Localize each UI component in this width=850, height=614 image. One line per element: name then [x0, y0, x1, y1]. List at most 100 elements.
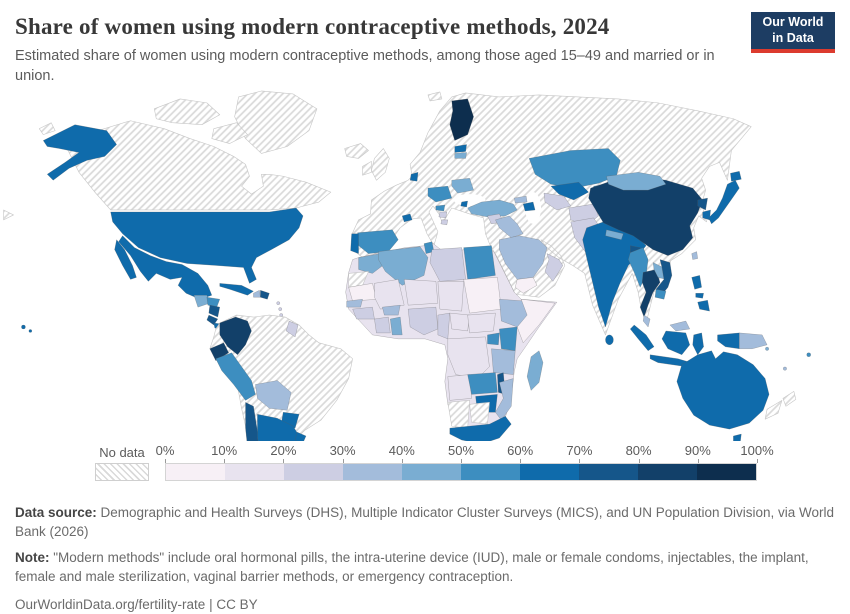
region-new-zealand-north[interactable] — [782, 390, 797, 407]
legend-no-data-swatch[interactable] — [95, 462, 149, 481]
region-zambia[interactable] — [467, 371, 498, 395]
region-turkey[interactable] — [467, 199, 518, 217]
region-laos[interactable] — [652, 261, 667, 280]
region-switzerland[interactable] — [401, 213, 413, 222]
region-malaysia-borneo[interactable] — [669, 320, 690, 331]
region-luzon[interactable] — [691, 274, 702, 290]
region-central-african-republic[interactable] — [449, 312, 470, 331]
region-mongolia[interactable] — [606, 171, 667, 190]
region-chukotka-fragment[interactable] — [38, 121, 56, 135]
region-mexico[interactable] — [118, 235, 213, 300]
region-kalimantan[interactable] — [661, 330, 690, 355]
region-libya[interactable] — [429, 246, 466, 282]
region-guyana[interactable] — [285, 320, 299, 337]
region-lesser-antilles-2[interactable] — [278, 306, 283, 311]
legend-segment-20-30%[interactable] — [284, 463, 343, 480]
region-ecuador[interactable] — [209, 342, 229, 361]
region-poland[interactable] — [427, 185, 453, 202]
region-baja-california[interactable] — [114, 239, 137, 280]
region-madagascar[interactable] — [526, 350, 544, 391]
region-solomon-islands[interactable] — [765, 346, 770, 351]
region-sulawesi[interactable] — [692, 332, 704, 355]
region-serbia[interactable] — [438, 211, 448, 218]
region-chad[interactable] — [437, 280, 464, 311]
region-portugal[interactable] — [350, 233, 359, 254]
legend-segment-80-90%[interactable] — [638, 463, 697, 480]
region-azerbaijan[interactable] — [522, 201, 536, 211]
region-haiti[interactable] — [253, 289, 261, 298]
region-north-korea[interactable] — [697, 197, 708, 210]
region-canada-arctic-1[interactable] — [154, 98, 221, 125]
region-egypt[interactable] — [463, 244, 496, 280]
region-iraq[interactable] — [495, 215, 524, 238]
region-cameroon[interactable] — [437, 312, 451, 339]
region-somalia[interactable] — [516, 298, 556, 343]
region-south-africa[interactable] — [449, 415, 512, 441]
region-albania[interactable] — [440, 219, 449, 225]
region-vanuatu[interactable] — [782, 366, 787, 371]
region-kenya[interactable] — [499, 326, 518, 351]
region-sri-lanka[interactable] — [605, 334, 614, 345]
legend-segment-40-50%[interactable] — [402, 463, 461, 480]
region-estonia[interactable] — [454, 143, 467, 153]
region-united-states[interactable] — [110, 207, 304, 284]
region-mindanao[interactable] — [697, 299, 710, 311]
region-uzbekistan[interactable] — [550, 181, 589, 200]
region-finland[interactable] — [449, 98, 474, 141]
region-cuba[interactable] — [219, 282, 254, 296]
region-map-edge-wrap[interactable] — [3, 209, 14, 220]
region-taiwan[interactable] — [691, 250, 698, 260]
region-costa-rica[interactable] — [206, 314, 219, 325]
region-nepal[interactable] — [605, 229, 624, 240]
region-argentina[interactable] — [257, 413, 300, 441]
region-papua-new-guinea[interactable] — [739, 332, 768, 349]
region-colombia[interactable] — [219, 316, 252, 355]
region-dominican-republic[interactable] — [260, 289, 270, 300]
region-niger[interactable] — [403, 278, 439, 305]
region-oman[interactable] — [544, 252, 564, 282]
legend-segment-0-10%[interactable] — [166, 463, 225, 480]
region-united-kingdom[interactable] — [371, 147, 390, 181]
legend-segment-10-20%[interactable] — [225, 463, 284, 480]
region-hawaii-2[interactable] — [28, 328, 33, 333]
region-hawaii-1[interactable] — [21, 324, 26, 329]
region-iceland[interactable] — [344, 142, 369, 159]
region-hokkaido[interactable] — [730, 170, 742, 182]
region-tanzania[interactable] — [491, 348, 516, 375]
region-alaska[interactable] — [43, 124, 117, 181]
region-hungary[interactable] — [435, 204, 446, 211]
region-greenland[interactable] — [234, 90, 318, 154]
region-west-papua[interactable] — [717, 332, 740, 349]
region-angola[interactable] — [447, 373, 472, 401]
region-fiji[interactable] — [806, 352, 811, 357]
region-sudan[interactable] — [463, 276, 502, 313]
owid-logo[interactable]: Our World in Data — [751, 12, 835, 54]
legend-no-data[interactable]: No data — [95, 445, 149, 481]
legend-segment-90-100%[interactable] — [697, 463, 756, 480]
region-namibia[interactable] — [447, 399, 470, 428]
region-botswana[interactable] — [469, 401, 490, 425]
region-visayas[interactable] — [695, 292, 704, 299]
region-turkmenistan[interactable] — [543, 192, 572, 210]
region-guinea[interactable] — [352, 306, 375, 319]
region-ireland[interactable] — [362, 160, 372, 176]
legend-segment-60-70%[interactable] — [520, 463, 579, 480]
region-new-zealand-south[interactable] — [764, 399, 783, 420]
region-japan[interactable] — [708, 179, 740, 224]
region-burkina-faso[interactable] — [382, 304, 401, 315]
region-canada[interactable] — [66, 119, 332, 210]
region-sumatra[interactable] — [630, 324, 655, 351]
region-malaysia-peninsula[interactable] — [642, 314, 651, 327]
region-ghana[interactable] — [390, 316, 403, 335]
region-china[interactable] — [588, 175, 703, 256]
region-nicaragua[interactable] — [208, 304, 220, 317]
region-svalbard[interactable] — [427, 91, 443, 101]
region-yemen[interactable] — [514, 276, 538, 294]
region-south-sudan[interactable] — [467, 312, 496, 333]
region-saudi-arabia[interactable] — [499, 235, 548, 280]
region-cambodia[interactable] — [654, 288, 667, 300]
legend-segment-70-80%[interactable] — [579, 463, 638, 480]
region-canada-arctic-2[interactable] — [211, 121, 248, 144]
region-uruguay[interactable] — [294, 431, 307, 441]
region-latvia[interactable] — [454, 151, 467, 159]
